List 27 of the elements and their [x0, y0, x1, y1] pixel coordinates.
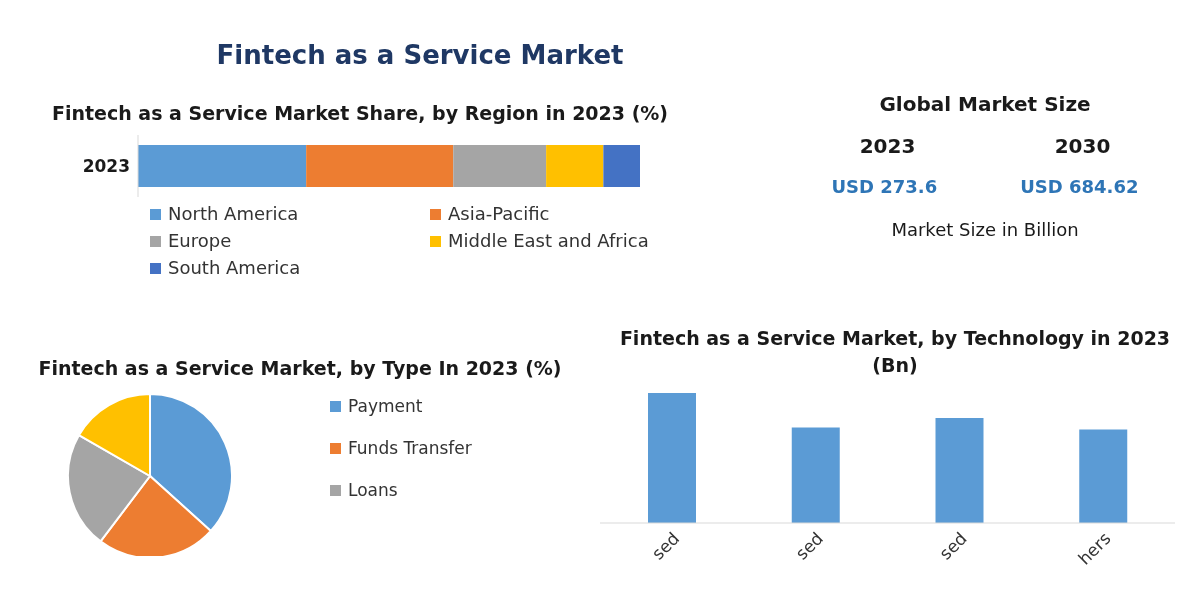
bar: [935, 418, 984, 524]
bar: [648, 393, 696, 524]
bar: [453, 144, 547, 187]
text: USD 684.62: [1020, 176, 1139, 197]
chart-title: Fintech as a Service Market, by Type In 2023 (%): [37, 356, 563, 381]
bar: [791, 427, 840, 524]
legend-label: Asia-Pacific: [447, 202, 551, 224]
legend-label: Europe: [167, 229, 233, 251]
text: Market Size in Billion: [890, 219, 1080, 240]
chart-title: Fintech as a Service Market Share, by Region in 2023 (%): [50, 101, 670, 126]
legend-label: North America: [167, 202, 300, 224]
chart-title: Fintech as a Service Market, by Technology in 2023 (Bn): [618, 326, 1172, 378]
text: 2030: [1054, 134, 1111, 158]
text: Fintech as a Service Market: [215, 39, 625, 70]
legend-label: Middle East and Africa: [447, 229, 650, 251]
text: 2023: [859, 134, 916, 158]
bar: [138, 144, 307, 187]
legend-label: South America: [167, 256, 302, 278]
legend-label: Payment: [347, 395, 424, 416]
legend-label: Loans: [347, 479, 399, 500]
text: Global Market Size: [878, 91, 1092, 118]
bar: [1079, 429, 1128, 524]
text: USD 273.6: [831, 176, 938, 197]
bar: [306, 144, 454, 187]
legend-label: Funds Transfer: [347, 437, 472, 458]
bar: [603, 144, 640, 187]
bar: [546, 144, 604, 187]
